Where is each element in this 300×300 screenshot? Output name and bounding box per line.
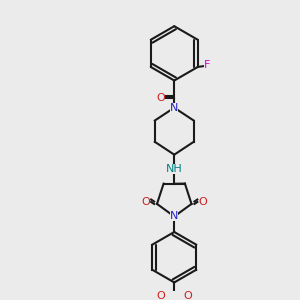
- Text: O: O: [184, 291, 192, 300]
- Text: O: O: [156, 93, 165, 103]
- Text: O: O: [141, 197, 150, 207]
- Text: NH: NH: [166, 164, 183, 174]
- Text: O: O: [199, 197, 208, 207]
- Text: N: N: [170, 212, 178, 221]
- Text: F: F: [204, 60, 211, 70]
- Text: O: O: [156, 291, 165, 300]
- Text: N: N: [170, 103, 178, 113]
